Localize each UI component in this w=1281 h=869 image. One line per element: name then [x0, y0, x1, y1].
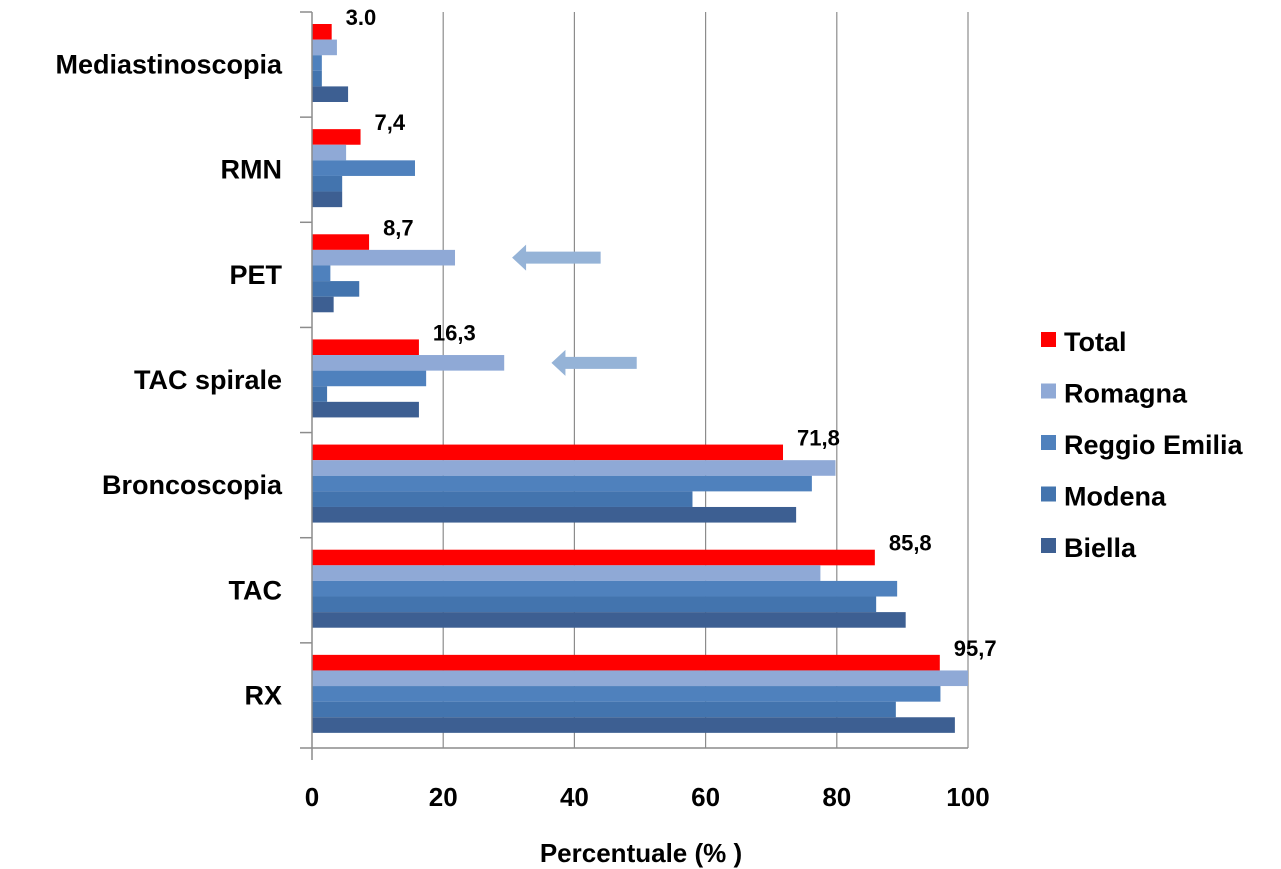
data-labels: 3.0 7,4 8,7 16,3 71,8 85,8 95,7 — [346, 5, 997, 661]
bar-rx-total — [312, 654, 940, 671]
tick-labels: 0 20 40 60 80 100 — [305, 782, 990, 812]
category-label-mediastinoscopia: Mediastinoscopia — [55, 50, 283, 80]
bar-rx-biella — [312, 717, 955, 733]
bar-mediastinoscopia-total — [312, 24, 332, 40]
bar-tac-spirale-modena — [312, 386, 328, 402]
bar-tac-spirale-reggio-emilia — [312, 370, 427, 387]
annotation-arrow-tac-spirale — [551, 349, 637, 376]
legend-swatch-biella — [1041, 538, 1056, 553]
bar-rmn-reggio-emilia — [312, 160, 415, 176]
legend-swatch-modena — [1041, 486, 1056, 502]
legend-swatch-total — [1041, 332, 1056, 347]
legend-label-total: Total — [1064, 327, 1127, 357]
bar-tac-spirale-biella — [312, 401, 419, 418]
bar-rx-romagna — [312, 670, 968, 687]
bar-broncoscopia-total — [312, 444, 784, 461]
data-label-rmn: 7,4 — [375, 110, 406, 135]
category-label-pet: PET — [229, 260, 282, 290]
legend-label-modena: Modena — [1064, 482, 1167, 512]
bar-rx-modena — [312, 701, 896, 718]
legend-swatch-romagna — [1041, 383, 1056, 399]
category-labels: Mediastinoscopia RMN PET TAC spirale Broncos… — [55, 50, 283, 711]
bar-rmn-total — [312, 129, 361, 145]
bar-pet-modena — [312, 281, 360, 297]
category-label-tac-spirale: TAC spirale — [134, 365, 282, 395]
bar-broncoscopia-romagna — [312, 460, 836, 476]
x-tick-label-100: 100 — [946, 782, 989, 812]
data-label-mediastinoscopia: 3.0 — [346, 5, 377, 30]
legend-label-biella: Biella — [1064, 533, 1137, 563]
legend-label-romagna: Romagna — [1064, 379, 1188, 409]
data-label-rx: 95,7 — [954, 636, 997, 661]
category-label-rmn: RMN — [221, 155, 283, 185]
bar-pet-total — [312, 234, 370, 250]
bar-rmn-romagna — [312, 144, 347, 161]
legend-swatch-reggio-emilia — [1041, 435, 1056, 450]
annotation-arrows — [512, 244, 637, 376]
bars — [312, 24, 968, 733]
data-label-tac: 85,8 — [889, 531, 932, 556]
category-label-rx: RX — [244, 680, 282, 710]
axes — [300, 11, 968, 760]
bar-broncoscopia-modena — [312, 491, 693, 507]
legend: Total Romagna Reggio Emilia Modena Biella — [1041, 327, 1244, 563]
x-axis-title: Percentuale (% ) — [540, 838, 742, 868]
bar-mediastinoscopia-modena — [312, 70, 322, 87]
category-label-tac: TAC — [229, 575, 283, 605]
x-tick-label-80: 80 — [822, 782, 851, 812]
x-tick-label-60: 60 — [691, 782, 720, 812]
bar-pet-romagna — [312, 249, 456, 266]
bar-tac-biella — [312, 612, 906, 628]
data-label-broncoscopia: 71,8 — [797, 426, 840, 451]
data-label-tac-spirale: 16,3 — [433, 320, 476, 345]
bar-tac-spirale-romagna — [312, 355, 505, 371]
bar-tac-total — [312, 549, 875, 566]
bar-broncoscopia-biella — [312, 506, 797, 523]
bar-broncoscopia-reggio-emilia — [312, 475, 812, 492]
category-label-broncoscopia: Broncoscopia — [102, 470, 283, 500]
bar-rmn-biella — [312, 191, 343, 208]
x-tick-label-20: 20 — [429, 782, 458, 812]
x-tick-label-0: 0 — [305, 782, 319, 812]
data-label-pet: 8,7 — [383, 215, 414, 240]
bar-tac-reggio-emilia — [312, 580, 898, 597]
bar-mediastinoscopia-biella — [312, 86, 349, 102]
x-tick-label-40: 40 — [560, 782, 589, 812]
bar-rmn-modena — [312, 175, 343, 192]
gridlines — [442, 12, 969, 748]
bar-tac-romagna — [312, 565, 821, 581]
bar-tac-modena — [312, 596, 877, 613]
bar-pet-reggio-emilia — [312, 265, 331, 282]
bar-tac-spirale-total — [312, 339, 419, 356]
bar-pet-biella — [312, 296, 334, 313]
bar-mediastinoscopia-romagna — [312, 39, 337, 56]
legend-label-reggio-emilia: Reggio Emilia — [1064, 430, 1244, 460]
bar-mediastinoscopia-reggio-emilia — [312, 55, 322, 71]
annotation-arrow-pet — [512, 244, 601, 271]
bar-rx-reggio-emilia — [312, 686, 941, 702]
